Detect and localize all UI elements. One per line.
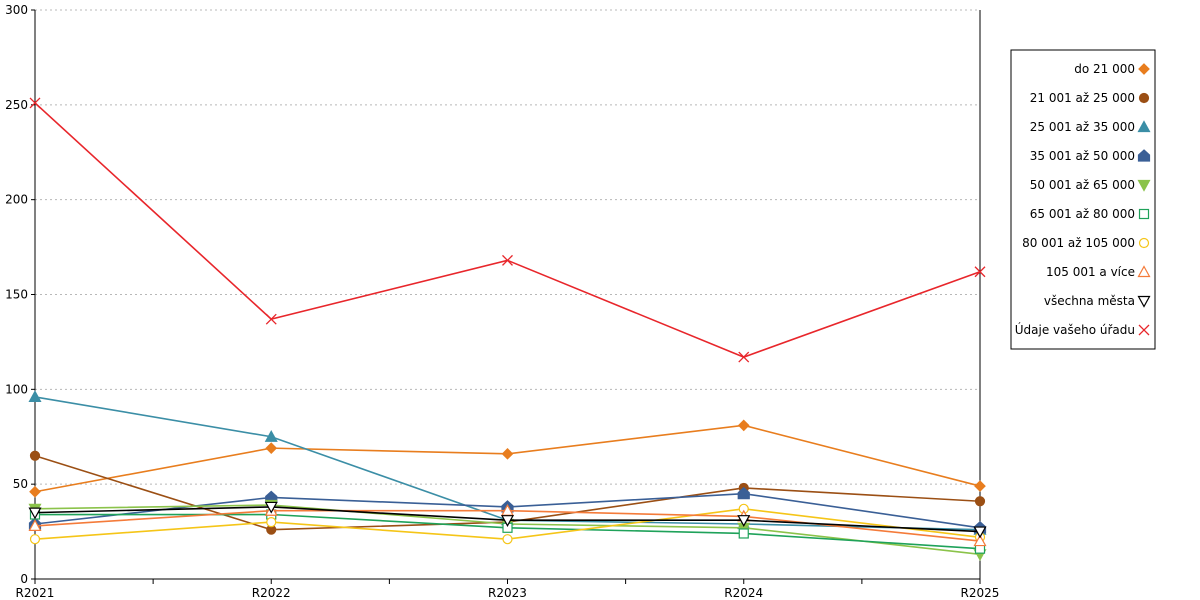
data-point	[28, 519, 42, 531]
data-point	[974, 480, 986, 492]
legend-label: 105 001 a více	[1046, 265, 1135, 279]
grid-lines	[35, 9, 980, 485]
series-6	[29, 503, 986, 545]
y-tick-label: 250	[5, 98, 28, 112]
x-tick-label: R2024	[724, 586, 763, 600]
legend-label: 80 001 až 105 000	[1022, 236, 1135, 250]
x-tick-label: R2023	[488, 586, 527, 600]
series-lines	[28, 97, 987, 562]
legend: do 21 000 21 001 až 25 000 25 001 až 35 00…	[1010, 49, 1156, 350]
data-point	[502, 534, 513, 545]
data-point	[974, 266, 986, 278]
legend-marker	[1138, 324, 1150, 336]
data-point	[29, 450, 41, 461]
x-tick-label: R2021	[16, 586, 55, 600]
legend-marker	[1137, 179, 1151, 192]
data-point	[974, 496, 986, 507]
legend-label: Údaje vašeho úřadu	[1015, 322, 1135, 337]
legend-label: 35 001 až 50 000	[1030, 149, 1135, 163]
data-point	[28, 507, 42, 520]
data-point	[738, 351, 750, 363]
legend-label: do 21 000	[1074, 62, 1135, 76]
legend-label: 65 001 až 80 000	[1030, 207, 1135, 221]
data-point	[501, 447, 514, 460]
legend-marker	[1138, 63, 1150, 75]
data-point	[973, 534, 987, 547]
data-point	[29, 97, 41, 109]
data-point	[264, 501, 278, 514]
x-tick-label: R2025	[961, 586, 1000, 600]
data-point	[973, 526, 987, 539]
data-point	[737, 419, 750, 432]
legend-label: všechna města	[1044, 294, 1135, 308]
data-point	[502, 254, 513, 266]
legend-marker	[1137, 265, 1151, 278]
axes: 0 50 100 150 200 250 300 R2021 R2022 R2023 R2024 R2…	[5, 3, 999, 600]
legend-marker	[1138, 92, 1150, 104]
legend-marker	[1138, 208, 1150, 220]
legend-box	[1010, 49, 1156, 350]
y-tick-label: 100	[5, 382, 28, 396]
legend-marker	[1137, 149, 1151, 162]
legend-label: 21 001 až 25 000	[1030, 91, 1135, 105]
legend-marker	[1138, 237, 1150, 249]
data-point	[29, 485, 41, 498]
x-tick-label: R2022	[252, 586, 291, 600]
series-0	[29, 419, 986, 498]
legend-marker	[1137, 295, 1151, 308]
y-tick-label: 50	[13, 477, 28, 491]
data-point	[265, 313, 277, 325]
data-point	[28, 390, 42, 403]
data-point	[266, 516, 277, 528]
series-8	[28, 501, 987, 539]
data-point	[265, 442, 278, 454]
data-point	[737, 486, 750, 500]
y-tick-label: 0	[20, 572, 28, 586]
data-point	[500, 515, 515, 527]
legend-label: 50 001 až 65 000	[1030, 178, 1135, 192]
y-tick-label: 200	[5, 193, 28, 207]
legend-marker	[1137, 120, 1151, 133]
series-line	[34, 102, 981, 358]
data-point	[737, 515, 751, 527]
data-point	[738, 528, 749, 539]
data-point	[29, 534, 41, 545]
data-point	[264, 430, 278, 442]
legend-label: 25 001 až 35 000	[1030, 120, 1135, 134]
series-9	[29, 97, 986, 363]
y-tick-label: 150	[5, 288, 28, 302]
y-tick-label: 300	[5, 3, 28, 17]
